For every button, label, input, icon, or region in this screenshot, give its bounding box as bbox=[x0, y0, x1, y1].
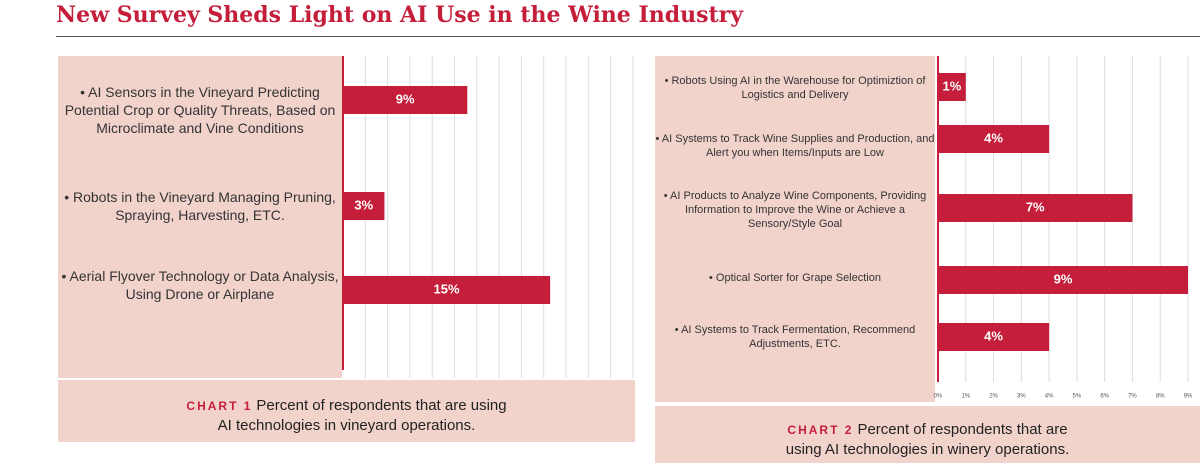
category-label: • Optical Sorter for Grape Selection bbox=[709, 272, 881, 284]
caption-text: Percent of respondents that are using AI… bbox=[217, 397, 507, 434]
category-label: • AI Systems to Track Fermentation, Reco… bbox=[674, 323, 916, 350]
value-label: 3% bbox=[354, 197, 373, 212]
bar bbox=[938, 323, 1050, 351]
value-label: 7% bbox=[1026, 199, 1045, 214]
bar bbox=[938, 266, 1188, 294]
x-tick-label: 8% bbox=[1156, 394, 1165, 400]
caption: CHART 2 Percent of respondents that are u… bbox=[655, 420, 1200, 459]
category-label: • Robots Using AI in the Warehouse for O… bbox=[664, 74, 926, 101]
title-rule bbox=[56, 36, 1200, 37]
bar bbox=[938, 194, 1133, 222]
bar bbox=[343, 86, 468, 114]
caption-text: Percent of respondents that are using AI… bbox=[785, 421, 1070, 458]
bar bbox=[938, 125, 1050, 153]
caption-panel bbox=[655, 406, 1200, 463]
category-label: • AI Sensors in the Vineyard Predicting … bbox=[64, 83, 336, 136]
value-label: 4% bbox=[984, 130, 1003, 145]
bar bbox=[938, 73, 966, 101]
category-label: • Aerial Flyover Technology or Data Anal… bbox=[61, 268, 339, 303]
caption: CHART 1 Percent of respondents that are u… bbox=[58, 396, 635, 435]
x-tick-label: 1% bbox=[961, 394, 970, 400]
caption-panel bbox=[58, 380, 635, 442]
x-tick-label: 5% bbox=[1073, 394, 1082, 400]
x-tick-label: 3% bbox=[1017, 394, 1026, 400]
bar bbox=[343, 276, 551, 304]
x-tick-label: 4% bbox=[1045, 394, 1054, 400]
value-label: 15% bbox=[434, 281, 460, 296]
x-tick-label: 9% bbox=[1184, 394, 1193, 400]
bar bbox=[343, 192, 385, 220]
chart-label: CHART 2 bbox=[787, 423, 854, 437]
x-tick-label: 6% bbox=[1100, 394, 1109, 400]
category-label: • AI Systems to Track Wine Supplies and … bbox=[655, 132, 935, 159]
value-label: 4% bbox=[984, 328, 1003, 343]
value-label: 9% bbox=[396, 91, 415, 106]
x-tick-label: 2% bbox=[989, 394, 998, 400]
x-tick-label: 0% bbox=[934, 394, 943, 400]
page-title: New Survey Sheds Light on AI Use in the … bbox=[56, 2, 744, 28]
label-panel bbox=[655, 56, 935, 402]
value-label: 1% bbox=[942, 78, 961, 93]
category-label: • Robots in the Vineyard Managing Prunin… bbox=[64, 189, 336, 224]
chart-label: CHART 1 bbox=[186, 399, 253, 413]
value-label: 9% bbox=[1054, 271, 1073, 286]
category-label: • AI Products to Analyze Wine Components… bbox=[663, 189, 927, 231]
label-panel bbox=[58, 56, 342, 378]
x-tick-label: 7% bbox=[1128, 394, 1137, 400]
